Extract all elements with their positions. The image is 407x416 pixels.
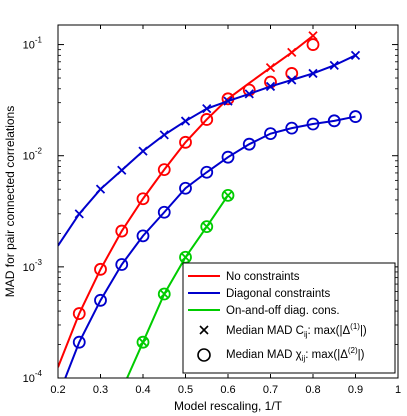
y-tick-label: 10-2	[23, 147, 43, 163]
data-point-circle-no-constraints	[136, 192, 150, 206]
legend-label-marker-x: Median MAD Cij: max(|Δ(1)|)	[226, 322, 367, 339]
legend-box	[182, 262, 396, 374]
data-point-cross-no-constraints	[287, 47, 297, 58]
data-point-cross-diagonal-constraints	[117, 165, 127, 175]
data-point-cross-diagonal-constraints	[180, 116, 191, 126]
data-point-circle-no-constraints	[179, 135, 192, 149]
legend-label-marker-o: Median MAD χij: max(|Δ(2)|)	[226, 346, 365, 363]
data-point-circle-no-constraints	[94, 262, 107, 276]
data-point-circle-diagonal-constraints	[157, 205, 171, 219]
x-tick-label: 1	[395, 384, 401, 396]
data-point-cross-diagonal-constraints	[308, 68, 318, 79]
data-point-cross-diagonal-constraints	[138, 146, 148, 156]
data-point-circle-no-constraints	[72, 307, 86, 320]
legend: No constraints Diagonal constraints On-a…	[182, 262, 396, 374]
series-line-diagonal-constraints-chi	[64, 115, 356, 378]
data-point-cross-diagonal-constraints	[202, 104, 212, 114]
data-point-circle-on-and-off-diag-cons	[200, 220, 214, 234]
data-point-circle-diagonal-constraints	[327, 114, 341, 128]
legend-marker-o	[197, 348, 211, 362]
legend-label-no-constraints: No constraints	[226, 271, 300, 283]
data-point-cross-diagonal-constraints	[265, 81, 276, 92]
x-tick-label: 0.8	[305, 384, 320, 396]
data-point-cross-diagonal-constraints	[329, 60, 339, 71]
data-point-circle-on-and-off-diag-cons	[221, 188, 235, 202]
ticks-layer: 0.2 0.3 0.4 0.5 0.6 0.7 0.8 0.9 1 10-4 10-3 10-2 10-…	[23, 25, 401, 396]
data-point-cross-diagonal-constraints	[244, 89, 254, 99]
data-point-circle-diagonal-constraints	[94, 293, 107, 307]
x-tick-label: 0.4	[135, 384, 150, 396]
x-tick-label: 0.5	[178, 384, 193, 396]
data-point-circle-no-constraints	[306, 38, 320, 51]
data-point-cross-diagonal-constraints	[223, 96, 233, 106]
data-point-circle-diagonal-constraints	[115, 258, 129, 271]
series-layer	[58, 31, 362, 378]
data-point-cross-diagonal-constraints	[350, 50, 361, 60]
data-point-circle-no-constraints	[157, 163, 171, 177]
data-point-circle-on-and-off-diag-cons	[157, 287, 171, 301]
data-point-cross-diagonal-constraints	[74, 209, 84, 219]
data-point-cross-diagonal-constraints	[159, 130, 169, 140]
y-tick-label: 10-3	[23, 258, 43, 274]
data-point-cross-no-constraints	[265, 63, 276, 73]
data-point-cross-on-and-off-diag-cons	[223, 190, 233, 200]
data-point-circle-no-constraints	[200, 113, 214, 126]
data-point-circle-diagonal-constraints	[200, 165, 214, 179]
x-tick-label: 0.2	[50, 384, 65, 396]
data-point-circle-no-constraints	[115, 224, 129, 238]
legend-label-on-and-off: On-and-off diag. cons.	[226, 305, 340, 317]
data-point-circle-diagonal-constraints	[72, 335, 86, 349]
data-point-cross-on-and-off-diag-cons	[159, 289, 169, 299]
data-point-cross-on-and-off-diag-cons	[180, 252, 191, 262]
data-point-cross-on-and-off-diag-cons	[138, 337, 148, 347]
data-point-circle-diagonal-constraints	[242, 137, 256, 151]
data-point-cross-no-constraints	[308, 31, 318, 41]
data-point-circle-diagonal-constraints	[306, 117, 320, 131]
x-tick-label: 0.6	[220, 384, 235, 396]
x-axis-label: Model rescaling, 1/T	[174, 399, 283, 413]
x-tick-label: 0.3	[93, 384, 108, 396]
x-tick-label: 0.7	[263, 384, 278, 396]
data-point-circle-no-constraints	[242, 83, 256, 97]
x-tick-label: 0.9	[348, 384, 363, 396]
data-point-circle-diagonal-constraints	[179, 181, 192, 195]
data-point-circle-diagonal-constraints	[349, 110, 362, 123]
legend-label-diagonal-constraints: Diagonal constraints	[226, 288, 330, 300]
y-axis-label: MAD for pair connected correlations	[3, 106, 17, 297]
data-point-circle-diagonal-constraints	[285, 121, 299, 135]
data-point-circle-diagonal-constraints	[264, 127, 277, 141]
y-tick-label: 10-1	[23, 36, 43, 52]
data-point-cross-on-and-off-diag-cons	[202, 222, 212, 232]
legend-marker-x	[199, 325, 209, 335]
data-point-cross-diagonal-constraints	[95, 184, 106, 194]
data-point-circle-diagonal-constraints	[136, 229, 150, 243]
y-tick-label: 10-4	[23, 369, 43, 385]
data-point-circle-on-and-off-diag-cons	[136, 335, 150, 349]
data-point-circle-diagonal-constraints	[221, 150, 235, 164]
data-point-cross-diagonal-constraints	[287, 75, 297, 85]
